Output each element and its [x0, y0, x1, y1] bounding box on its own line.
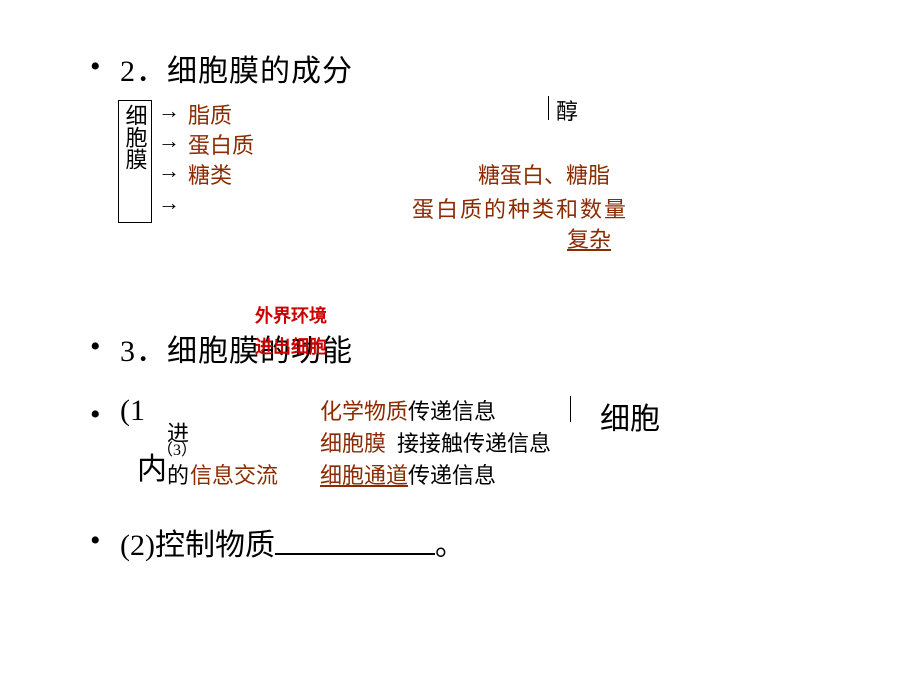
- arrow-icon: →: [158, 128, 180, 154]
- info-l2a: 细胞膜: [320, 431, 386, 456]
- info-line1: 化学物质传递信息: [320, 394, 496, 426]
- info-l3a: 细胞通道: [320, 463, 408, 488]
- item2-text-b: 。: [435, 529, 465, 562]
- comp-protein: 蛋白质: [188, 128, 254, 160]
- membrane-box: 细胞膜: [118, 100, 152, 223]
- item1-de: 的: [167, 458, 189, 490]
- item1-info-exchange: 信息交流: [190, 458, 278, 490]
- info-l3b: 传递信息: [408, 463, 496, 488]
- membrane-box-label: 细胞膜: [121, 104, 150, 170]
- sep-icon: [548, 96, 549, 120]
- arrow-icon: →: [158, 98, 180, 124]
- comp-glyco: 糖蛋白、糖脂: [478, 158, 610, 190]
- item1-prefix: (1: [120, 394, 145, 428]
- item2-text-a: (2)控制物质: [120, 529, 275, 562]
- comp-complex: 复杂: [567, 222, 611, 254]
- bullet-3: •: [90, 332, 101, 362]
- arrow-icon: →: [158, 158, 180, 184]
- info-l1b: 传递信息: [408, 399, 496, 424]
- bullet-item2: •: [90, 526, 101, 556]
- info-l2b: 接接触传递信息: [397, 431, 551, 456]
- comp-protein-kinds: 蛋白质的种类和数量: [412, 192, 628, 224]
- comp-chol: 醇: [556, 94, 578, 126]
- bullet-2: •: [90, 52, 101, 82]
- item2-text: (2)控制物质 。: [120, 520, 465, 564]
- info-line3: 细胞通道传递信息: [320, 458, 496, 490]
- note-in-out-cell: 进出细胞: [255, 333, 327, 359]
- sep-icon: [570, 396, 571, 422]
- item1-jin: 进: [167, 416, 189, 448]
- comp-lipid: 脂质: [188, 98, 232, 130]
- item1-tail: 细胞: [600, 394, 660, 438]
- info-l1a: 化学物质: [320, 399, 408, 424]
- comp-sugar: 糖类: [188, 158, 232, 190]
- note-outer-env: 外界环境: [255, 302, 327, 328]
- slide: • 2．细胞膜的成分 细胞膜 → 脂质 醇 → 蛋白质 → 糖类 糖蛋白、糖脂 …: [0, 0, 920, 690]
- heading-2: 2．细胞膜的成分: [120, 46, 353, 90]
- blank-line: [275, 535, 435, 555]
- arrow-icon: →: [158, 190, 180, 216]
- info-line2: 细胞膜 接接触传递信息: [320, 426, 551, 458]
- bullet-item1: •: [90, 400, 101, 430]
